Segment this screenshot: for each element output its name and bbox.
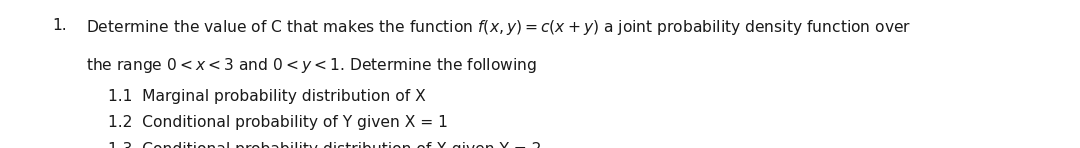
Text: the range $0 < x < 3$ and $0 < y < 1$. Determine the following: the range $0 < x < 3$ and $0 < y < 1$. D… [86, 56, 538, 75]
Text: 1.1  Marginal probability distribution of X: 1.1 Marginal probability distribution of… [108, 89, 426, 104]
Text: 1.2  Conditional probability of Y given X = 1: 1.2 Conditional probability of Y given X… [108, 115, 448, 130]
Text: 1.3  Conditional probability distribution of X given Y = 2: 1.3 Conditional probability distribution… [108, 142, 541, 148]
Text: 1.: 1. [52, 18, 67, 33]
Text: Determine the value of C that makes the function $f(x, y) = c(x + y)$ a joint pr: Determine the value of C that makes the … [86, 18, 912, 37]
